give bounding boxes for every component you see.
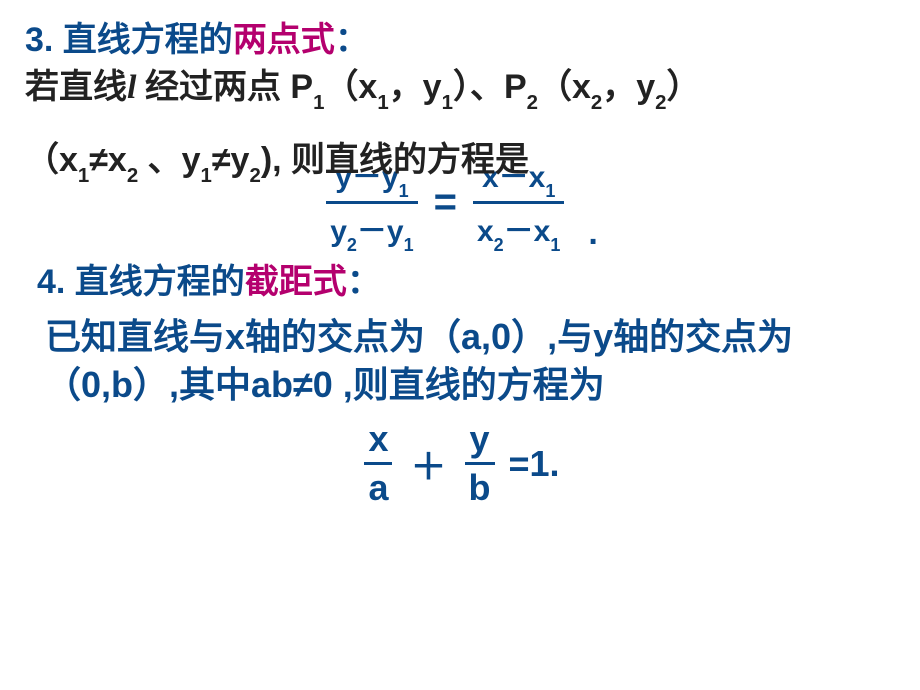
numerator: x [364,418,392,465]
subscript: 1 [313,92,324,114]
section-4-body: 已知直线与x轴的交点为（a,0）,与y轴的交点为（0,b）,其中ab≠0 ,则直… [25,313,895,410]
text: y [330,215,347,248]
text: ） [667,68,701,106]
subscript: 1 [404,235,414,255]
variable-l: l [127,69,145,106]
section-3-heading: 3. 直线方程的两点式： [25,20,895,61]
text: （x [25,141,78,179]
period: . [588,214,597,253]
text: －y [357,215,404,248]
denominator: a [364,465,392,509]
equals-sign: = [434,180,457,225]
section-3-condition: （x1≠x2 、y1≠y2), 则直线的方程是 [25,140,529,185]
rhs: =1. [509,443,560,485]
section-3-number: 3. [25,21,53,59]
text: ), 则直线的方程是 [261,141,529,179]
plus-sign: ＋ [410,438,446,490]
section-4-heading: 4. 直线方程的截距式： [25,262,895,303]
intercept-equation: x a ＋ y b =1. [25,418,895,509]
subscript: 1 [78,165,89,187]
text: （x [538,68,591,106]
subscript: 2 [494,235,504,255]
text: 、y [138,141,200,179]
section-3-title-em: 两点式 [233,21,335,59]
subscript: 2 [347,235,357,255]
section-4-number: 4. [37,263,65,301]
subscript: 1 [201,165,212,187]
numerator: y [465,418,495,465]
subscript: 2 [655,92,666,114]
section-3-equation-row: y－y1 y2－y1 = x－x1 x2－x1 . （x1≠x2 、y1≠y2)… [25,144,895,234]
text: －x [504,215,551,248]
subscript: 2 [527,92,538,114]
text: ，y [389,68,442,106]
text: （x [324,68,377,106]
text: ≠y [212,141,250,179]
text: ，y [602,68,655,106]
text: 若直线 [25,68,127,106]
subscript: 1 [377,92,388,114]
section-4-title-pre: 直线方程的 [65,263,244,301]
denominator: b [465,465,495,509]
subscript: 2 [127,165,138,187]
subscript: 1 [545,181,555,201]
section-3-body: 若直线l 经过两点 P1（x1，y1）、P2（x2，y2） [25,67,895,112]
fraction-yb: y b [465,418,495,509]
section-4-title-post: ： [347,263,381,301]
subscript: 1 [550,235,560,255]
section-3-title-pre: 直线方程的 [53,21,232,59]
fraction-xa: x a [364,418,392,509]
text: x [477,215,494,248]
text: ）、P [453,68,527,106]
subscript: 2 [591,92,602,114]
section-4-title-em: 截距式 [245,263,347,301]
subscript: 1 [442,92,453,114]
text: 经过两点 P [145,68,313,106]
subscript: 2 [249,165,260,187]
text: ≠x [89,141,127,179]
section-3-title-post: ： [335,21,369,59]
